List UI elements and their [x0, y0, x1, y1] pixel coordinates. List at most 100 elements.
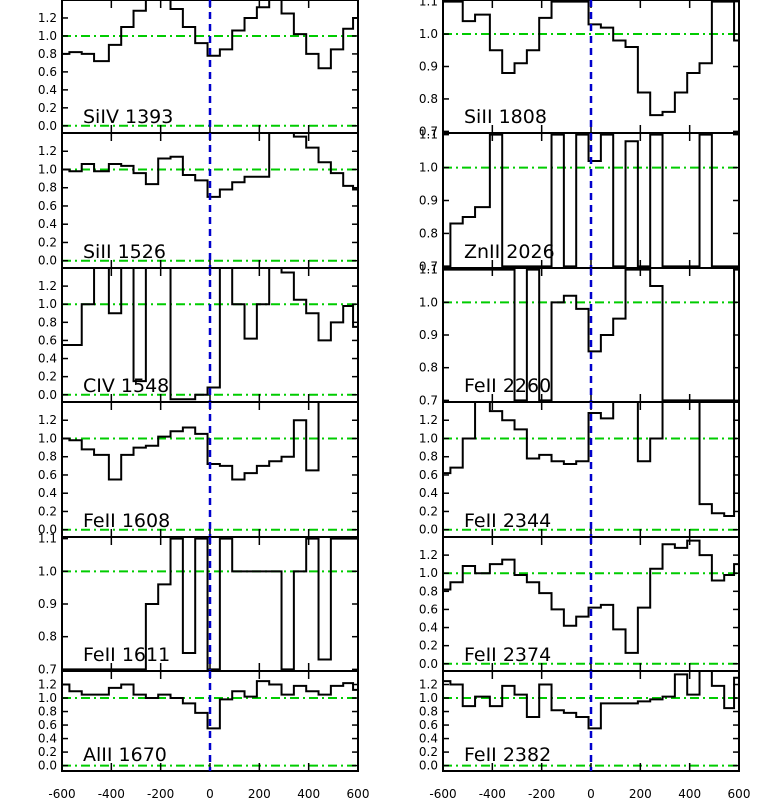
- x-tick-label: 200: [629, 787, 652, 801]
- panel-0-0: 0.0 0.2 0.4 0.6 0.8 1.0 1.2 SiIV 1393: [38, 0, 359, 134]
- y-tick-label: 1.0: [419, 691, 438, 705]
- y-tick-label: 0.6: [419, 602, 438, 616]
- spectrum-line: [443, 0, 739, 117]
- panel-label: AlII 1670: [83, 744, 167, 766]
- x-tick-label: -200: [147, 787, 174, 801]
- y-tick-label: 1.1: [38, 532, 57, 546]
- y-tick-label: 0.0: [38, 254, 57, 268]
- y-tick-label: 0.7: [419, 393, 438, 407]
- panel-1-4: 0.0 0.2 0.4 0.6 0.8 1.0 1.2 FeII 2374: [419, 536, 740, 672]
- panel-label: FeII 1611: [83, 644, 170, 666]
- y-tick-label: 1.2: [38, 678, 57, 692]
- y-tick-label: 0.0: [38, 523, 57, 537]
- y-tick-label: 0.8: [38, 630, 57, 644]
- y-tick-label: 0.6: [38, 468, 57, 482]
- panel-0-1: 0.0 0.2 0.4 0.6 0.8 1.0 1.2 SiII 1526: [38, 132, 359, 269]
- y-tick-label: 1.0: [419, 27, 438, 41]
- panel-0-5: 0.00.20.40.60.81.01.2 AlII 1670: [38, 670, 359, 773]
- panel-label: FeII 2374: [464, 644, 551, 666]
- y-tick-label: 1.2: [419, 678, 438, 692]
- y-tick-label: 0.6: [38, 718, 57, 732]
- x-tick-label: 200: [248, 787, 271, 801]
- x-tick-label: -400: [98, 787, 125, 801]
- y-tick-label: 1.0: [38, 564, 57, 578]
- spectrum-line: [443, 268, 739, 402]
- y-tick-label: 0.4: [419, 486, 438, 500]
- y-tick-label: 0.8: [419, 450, 438, 464]
- y-tick-label: 0.0: [419, 759, 438, 773]
- y-tick-label: 0.6: [419, 718, 438, 732]
- y-tick-label: 0.0: [419, 523, 438, 537]
- x-tick-label: -400: [479, 787, 506, 801]
- y-tick-label: 0.2: [419, 639, 438, 653]
- x-tick-label: 0: [587, 787, 595, 801]
- spectrum-line: [62, 133, 358, 198]
- y-tick-label: 0.8: [419, 226, 438, 240]
- x-tick-label: 0: [206, 787, 214, 801]
- y-tick-label: 0.8: [38, 181, 57, 195]
- y-tick-label: 0.2: [38, 504, 57, 518]
- panel-label: FeII 1608: [83, 510, 170, 532]
- y-tick-label: 1.0: [38, 691, 57, 705]
- y-tick-label: 1.2: [38, 11, 57, 25]
- y-tick-label: 0.4: [419, 732, 438, 746]
- y-tick-label: 0.7: [419, 124, 438, 138]
- y-tick-label: 1.2: [419, 548, 438, 562]
- y-tick-label: 0.6: [419, 468, 438, 482]
- y-tick-label: 1.1: [419, 0, 438, 9]
- y-tick-label: 0.2: [419, 504, 438, 518]
- y-tick-label: 0.2: [38, 235, 57, 249]
- y-tick-label: 0.9: [419, 60, 438, 74]
- y-tick-label: 0.4: [38, 217, 57, 231]
- y-tick-label: 0.0: [38, 119, 57, 133]
- y-tick-label: 0.4: [38, 352, 57, 366]
- y-tick-label: 0.4: [38, 732, 57, 746]
- y-tick-label: 1.1: [419, 128, 438, 142]
- y-tick-label: 0.0: [38, 759, 57, 773]
- y-tick-label: 1.0: [419, 161, 438, 175]
- y-tick-label: 1.0: [419, 431, 438, 445]
- spectrum-line: [443, 402, 739, 518]
- y-tick-label: 0.0: [38, 388, 57, 402]
- x-tick-label: -600: [48, 787, 75, 801]
- y-tick-label: 0.8: [38, 450, 57, 464]
- y-tick-label: 0.2: [38, 101, 57, 115]
- y-tick-label: 0.8: [419, 92, 438, 106]
- y-tick-label: 0.9: [38, 597, 57, 611]
- y-tick-label: 0.4: [419, 621, 438, 635]
- y-tick-label: 1.0: [38, 431, 57, 445]
- y-tick-label: 1.0: [38, 297, 57, 311]
- spectrum-line: [443, 671, 739, 730]
- spectrum-line: [443, 539, 739, 654]
- y-tick-label: 0.2: [419, 745, 438, 759]
- panel-1-3: 0.0 0.2 0.4 0.6 0.8 1.0 1.2 FeII 2344: [419, 401, 740, 538]
- x-tick-label: -600: [429, 787, 456, 801]
- y-tick-label: 1.0: [419, 566, 438, 580]
- panel-label: SiIV 1393: [83, 106, 173, 128]
- spectrum-line: [443, 133, 739, 268]
- panel-0-3: 0.0 0.2 0.4 0.6 0.8 1.0 1.2 FeII 1608: [38, 401, 359, 538]
- panel-label: ZnII 2026: [464, 241, 555, 263]
- y-tick-label: 1.2: [419, 413, 438, 427]
- y-tick-label: 1.0: [38, 29, 57, 43]
- y-tick-label: 0.2: [38, 745, 57, 759]
- y-tick-label: 0.7: [419, 259, 438, 273]
- panel-1-5: 0.00.20.40.60.81.01.2 FeII 2382: [419, 670, 740, 773]
- y-tick-label: 0.9: [419, 194, 438, 208]
- y-tick-label: 0.9: [419, 328, 438, 342]
- y-tick-label: 0.8: [419, 705, 438, 719]
- panel-label: FeII 2260: [464, 375, 551, 397]
- y-tick-label: 0.8: [38, 705, 57, 719]
- x-tick-label: 400: [678, 787, 701, 801]
- y-tick-label: 0.8: [419, 361, 438, 375]
- x-tick-label: 600: [728, 787, 751, 801]
- y-tick-label: 1.0: [38, 162, 57, 176]
- panel-1-1: 0.7 0.8 0.9 1.0 1.1 ZnII 2026: [419, 128, 740, 273]
- y-tick-label: 0.7: [38, 662, 57, 676]
- panel-label: FeII 2344: [464, 510, 551, 532]
- y-tick-label: 0.4: [38, 486, 57, 500]
- spectrum-line: [62, 680, 358, 730]
- panel-1-0: 0.7 0.8 0.9 1.0 1.1 SiII 1808: [419, 0, 740, 138]
- y-tick-label: 1.0: [419, 295, 438, 309]
- y-tick-label: 1.2: [38, 279, 57, 293]
